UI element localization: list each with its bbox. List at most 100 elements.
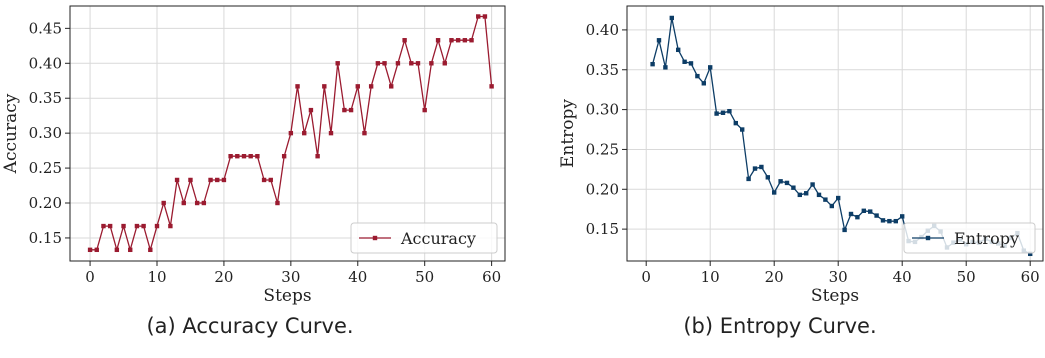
data-point	[134, 223, 140, 229]
data-point	[462, 38, 468, 43]
y-tick-label: 0.45	[29, 19, 62, 37]
data-point	[476, 14, 481, 19]
x-tick-label: 0	[641, 268, 651, 286]
data-point	[816, 192, 822, 198]
plot-frame	[626, 5, 1044, 262]
data-point	[887, 218, 892, 224]
data-point	[1028, 251, 1033, 257]
x-tick-label: 30	[829, 268, 848, 286]
x-axis-label: Steps	[811, 286, 859, 306]
legend-box	[350, 222, 498, 254]
data-point	[201, 200, 207, 206]
x-tick-label: 50	[957, 268, 976, 286]
data-point	[682, 59, 687, 64]
data-point	[375, 61, 381, 66]
data-point	[880, 218, 886, 223]
chart-entropy: 0 10 20 30 40 50 60 0.15 0.20 0.25 0.30 0.35 0.40 Ste…	[558, 5, 1044, 306]
data-point	[650, 61, 655, 67]
data-point	[797, 192, 802, 198]
legend: Accuracy	[350, 222, 498, 254]
data-point	[656, 38, 662, 43]
y-tick-label: 0.30	[586, 101, 619, 119]
series-line	[651, 17, 1031, 255]
data-point	[765, 175, 770, 180]
data-point	[449, 38, 454, 43]
y-axis-label: Entropy	[558, 99, 578, 168]
data-point	[469, 38, 474, 43]
data-point	[415, 61, 421, 66]
y-tick-label: 0.35	[29, 89, 62, 107]
data-point	[302, 130, 307, 136]
data-point	[181, 200, 186, 206]
x-tick-label: 10	[701, 268, 720, 286]
y-tick-label: 0.35	[586, 61, 619, 79]
data-point	[733, 120, 738, 126]
legend-label: Accuracy	[400, 229, 476, 248]
y-tick-label: 0.20	[586, 180, 619, 198]
caption-entropy: (b) Entropy Curve.	[683, 314, 877, 338]
data-point	[746, 176, 751, 182]
y-tick-label: 0.25	[586, 140, 619, 158]
data-point	[442, 61, 447, 66]
x-tick-label: 40	[893, 268, 912, 286]
data-point	[322, 84, 327, 89]
data-point	[759, 164, 764, 170]
data-point	[362, 130, 367, 136]
data-point	[823, 197, 828, 202]
data-point	[688, 61, 694, 66]
data-point	[315, 154, 320, 159]
data-point	[235, 154, 240, 159]
data-point	[874, 213, 879, 218]
data-point	[148, 247, 153, 253]
data-point	[663, 65, 668, 70]
data-point	[335, 61, 340, 66]
data-point	[194, 200, 200, 206]
data-point	[107, 223, 113, 229]
data-point	[669, 15, 674, 21]
data-point	[848, 211, 854, 217]
x-tick-label: 30	[281, 268, 300, 286]
data-point	[161, 200, 166, 206]
y-tick-label: 0.20	[29, 194, 62, 212]
data-point	[714, 111, 719, 116]
data-point	[268, 177, 273, 183]
data-point	[114, 247, 120, 253]
data-point	[248, 154, 253, 159]
y-tick-label: 0.15	[29, 229, 62, 247]
data-point	[836, 195, 841, 201]
y-axis-label: Accuracy	[1, 93, 21, 174]
y-tick-label: 0.40	[29, 54, 62, 72]
data-point	[368, 84, 374, 89]
data-point	[402, 38, 407, 43]
data-point	[261, 177, 267, 183]
data-point	[101, 223, 106, 229]
data-point	[295, 84, 300, 89]
data-point	[121, 223, 126, 229]
data-point	[154, 223, 160, 229]
data-point	[695, 73, 700, 79]
data-point	[752, 166, 758, 171]
data-point	[94, 247, 99, 253]
data-point	[804, 191, 809, 196]
data-point	[868, 209, 873, 214]
x-tick-label: 60	[1021, 268, 1040, 286]
data-point	[489, 84, 494, 89]
data-point	[168, 223, 173, 229]
data-point	[308, 107, 314, 113]
data-point	[855, 214, 860, 220]
y-tick-label: 0.15	[586, 220, 619, 238]
y-tick-label: 0.40	[586, 21, 619, 39]
data-point	[810, 182, 815, 187]
legend-marker	[925, 235, 931, 241]
data-point	[740, 127, 745, 132]
data-point	[409, 61, 414, 66]
x-tick-label: 10	[147, 268, 166, 286]
data-point	[255, 154, 260, 159]
data-point	[435, 38, 441, 43]
legend-box	[903, 222, 1036, 254]
data-point	[128, 247, 133, 253]
data-point	[382, 61, 387, 66]
data-point	[241, 154, 247, 159]
data-point	[842, 227, 847, 233]
